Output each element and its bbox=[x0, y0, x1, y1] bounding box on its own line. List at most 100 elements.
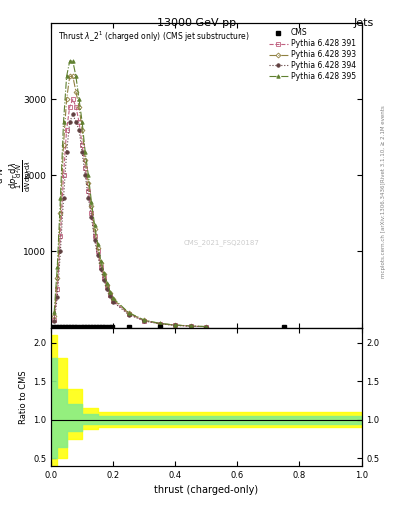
CMS bbox=[106, 324, 111, 330]
Pythia 6.428 394 bbox=[64, 150, 69, 156]
Pythia 6.428 395 bbox=[67, 58, 72, 64]
CMS bbox=[100, 324, 105, 330]
CMS bbox=[81, 324, 86, 330]
Pythia 6.428 393 bbox=[204, 324, 209, 330]
Pythia 6.428 391 bbox=[105, 284, 109, 290]
Pythia 6.428 394 bbox=[70, 111, 75, 117]
Text: $\frac{1}{\mathrm{d}N}\frac{\mathrm{d}^2N}{\mathrm{d}p_T\mathrm{d}\lambda}$: $\frac{1}{\mathrm{d}N}\frac{\mathrm{d}^2… bbox=[13, 159, 33, 191]
Pythia 6.428 395 bbox=[95, 241, 100, 247]
CMS bbox=[66, 324, 70, 330]
CMS bbox=[53, 324, 58, 330]
Pythia 6.428 395 bbox=[98, 258, 103, 264]
CMS bbox=[103, 324, 108, 330]
Pythia 6.428 395 bbox=[61, 119, 66, 125]
Pythia 6.428 391 bbox=[73, 104, 78, 110]
Pythia 6.428 395 bbox=[70, 58, 75, 64]
Pythia 6.428 391 bbox=[92, 233, 97, 239]
Pythia 6.428 393 bbox=[92, 225, 97, 231]
Pythia 6.428 393 bbox=[64, 96, 69, 102]
Pythia 6.428 391 bbox=[98, 264, 103, 270]
Pythia 6.428 391 bbox=[80, 142, 84, 148]
Pythia 6.428 391 bbox=[101, 275, 106, 281]
Pythia 6.428 395 bbox=[92, 222, 97, 228]
Pythia 6.428 393 bbox=[127, 310, 131, 316]
Pythia 6.428 391 bbox=[61, 172, 66, 178]
Pythia 6.428 391 bbox=[55, 286, 60, 292]
Pythia 6.428 393 bbox=[189, 323, 193, 329]
CMS bbox=[97, 324, 101, 330]
CMS bbox=[281, 324, 286, 330]
Pythia 6.428 394 bbox=[204, 324, 209, 330]
Pythia 6.428 394 bbox=[86, 195, 91, 201]
Pythia 6.428 391 bbox=[127, 311, 131, 317]
Legend: CMS, Pythia 6.428 391, Pythia 6.428 393, Pythia 6.428 394, Pythia 6.428 395: CMS, Pythia 6.428 391, Pythia 6.428 393,… bbox=[267, 27, 358, 82]
Pythia 6.428 395 bbox=[73, 73, 78, 79]
Pythia 6.428 394 bbox=[73, 119, 78, 125]
Pythia 6.428 394 bbox=[77, 126, 81, 133]
Pythia 6.428 395 bbox=[89, 199, 94, 205]
Pythia 6.428 393 bbox=[73, 89, 78, 95]
Pythia 6.428 393 bbox=[83, 157, 88, 163]
Text: Jets: Jets bbox=[353, 18, 373, 28]
Pythia 6.428 393 bbox=[77, 104, 81, 110]
Pythia 6.428 394 bbox=[95, 252, 100, 258]
Pythia 6.428 393 bbox=[95, 245, 100, 251]
Pythia 6.428 395 bbox=[189, 323, 193, 329]
CMS bbox=[109, 324, 114, 330]
Pythia 6.428 395 bbox=[157, 321, 162, 327]
CMS bbox=[75, 324, 80, 330]
Pythia 6.428 394 bbox=[58, 248, 63, 254]
Pythia 6.428 393 bbox=[108, 290, 112, 296]
Pythia 6.428 395 bbox=[77, 96, 81, 102]
Text: mcplots.cern.ch [arXiv:1306.3436]: mcplots.cern.ch [arXiv:1306.3436] bbox=[381, 183, 386, 278]
CMS bbox=[72, 324, 77, 330]
Pythia 6.428 395 bbox=[142, 317, 147, 323]
Pythia 6.428 394 bbox=[61, 195, 66, 201]
Pythia 6.428 393 bbox=[86, 180, 91, 186]
Y-axis label: Ratio to CMS: Ratio to CMS bbox=[18, 370, 28, 423]
Pythia 6.428 394 bbox=[173, 323, 178, 329]
Text: Thrust $\lambda\_2^1$ (charged only) (CMS jet substructure): Thrust $\lambda\_2^1$ (charged only) (CM… bbox=[58, 29, 249, 44]
Pythia 6.428 391 bbox=[189, 323, 193, 329]
Pythia 6.428 394 bbox=[157, 321, 162, 327]
Pythia 6.428 394 bbox=[142, 318, 147, 324]
Pythia 6.428 393 bbox=[61, 142, 66, 148]
Pythia 6.428 391 bbox=[108, 292, 112, 298]
Pythia 6.428 395 bbox=[204, 324, 209, 330]
Pythia 6.428 391 bbox=[173, 322, 178, 328]
Pythia 6.428 393 bbox=[105, 282, 109, 288]
Pythia 6.428 391 bbox=[70, 96, 75, 102]
Line: Pythia 6.428 395: Pythia 6.428 395 bbox=[52, 59, 208, 328]
Pythia 6.428 394 bbox=[111, 299, 116, 305]
Pythia 6.428 395 bbox=[83, 150, 88, 156]
X-axis label: thrust (charged-only): thrust (charged-only) bbox=[154, 485, 258, 495]
CMS bbox=[50, 324, 55, 330]
Pythia 6.428 395 bbox=[111, 295, 116, 301]
Pythia 6.428 394 bbox=[101, 278, 106, 284]
Pythia 6.428 393 bbox=[89, 203, 94, 209]
Line: Pythia 6.428 391: Pythia 6.428 391 bbox=[52, 97, 208, 329]
Pythia 6.428 391 bbox=[157, 321, 162, 327]
Pythia 6.428 391 bbox=[58, 233, 63, 239]
Pythia 6.428 393 bbox=[157, 321, 162, 327]
CMS bbox=[127, 324, 131, 330]
Line: Pythia 6.428 394: Pythia 6.428 394 bbox=[52, 113, 208, 329]
Y-axis label: $\mathrm{d}^2N$
$\mathrm{d}p_T\,\mathrm{d}\lambda$: $\mathrm{d}^2N$ $\mathrm{d}p_T\,\mathrm{… bbox=[0, 162, 20, 189]
CMS bbox=[57, 324, 61, 330]
CMS bbox=[88, 324, 92, 330]
Pythia 6.428 394 bbox=[83, 172, 88, 178]
Pythia 6.428 393 bbox=[67, 73, 72, 79]
Pythia 6.428 394 bbox=[52, 318, 57, 325]
Pythia 6.428 391 bbox=[64, 126, 69, 133]
Pythia 6.428 394 bbox=[67, 119, 72, 125]
Pythia 6.428 391 bbox=[111, 298, 116, 304]
Pythia 6.428 395 bbox=[58, 195, 63, 201]
Pythia 6.428 395 bbox=[108, 289, 112, 295]
Pythia 6.428 395 bbox=[173, 322, 178, 328]
Pythia 6.428 395 bbox=[127, 310, 131, 316]
Pythia 6.428 391 bbox=[95, 248, 100, 254]
Pythia 6.428 391 bbox=[204, 324, 209, 330]
Pythia 6.428 393 bbox=[58, 210, 63, 217]
Pythia 6.428 391 bbox=[67, 104, 72, 110]
Pythia 6.428 394 bbox=[127, 311, 131, 317]
